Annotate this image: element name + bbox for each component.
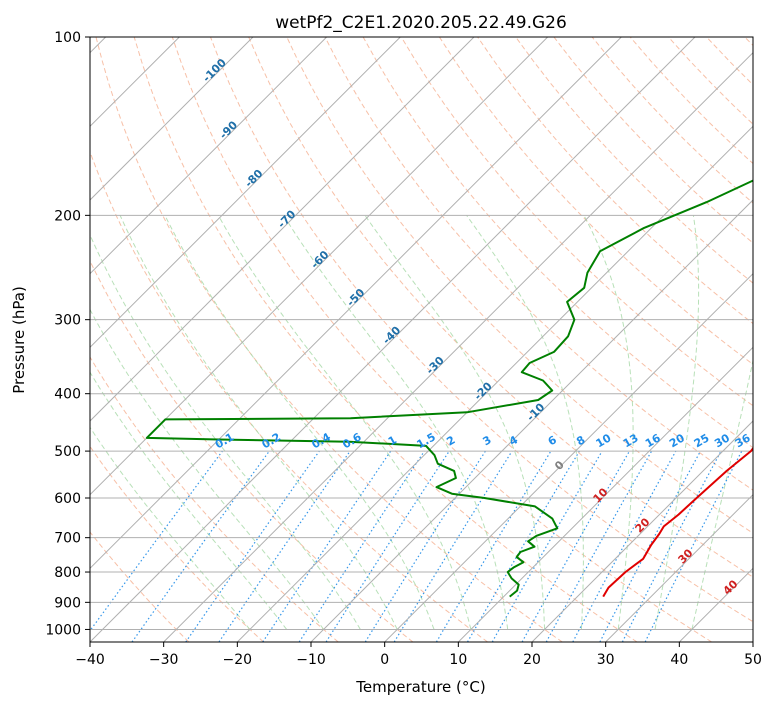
moist-adiabat [90,308,324,630]
isotherm-line [236,125,753,642]
mixing-ratio-line [521,450,631,642]
isotherm-line [90,37,696,642]
mixing-ratio-line [185,450,320,642]
dry-adiabat [90,531,190,642]
x-tick-label: 20 [523,652,541,668]
dry-adiabat [324,37,753,491]
x-tick-label: −10 [296,652,326,668]
mixing-ratio-line [325,450,450,642]
isotherm-line [90,37,622,570]
y-tick-label: 600 [54,491,81,507]
dry-adiabat [438,37,753,366]
y-tick-label: 500 [54,444,81,460]
x-tick-label: 50 [744,652,762,668]
dewpoint-trace [145,179,753,598]
dry-adiabat [133,37,638,642]
y-tick-label: 700 [54,531,81,547]
isotherm-line [457,346,753,642]
moist-adiabat [119,215,398,630]
y-tick-label: 300 [54,313,81,329]
dry-adiabat [248,37,753,578]
plot-background [90,37,753,642]
mixing-ratio-line [90,450,223,632]
dry-adiabat [210,37,753,623]
mixing-ratio-line [131,450,270,642]
mixing-ratio-line [644,450,743,642]
dry-adiabat [90,150,488,642]
isotherm-line [90,37,475,422]
mixing-ratio-line [262,450,392,642]
y-tick-label: 900 [54,595,81,611]
dry-adiabat [400,37,753,407]
mixing-ratio-line [298,450,425,642]
isotherm-line [310,199,753,642]
y-axis-title: Pressure (hPa) [10,286,28,394]
y-tick-label: 1000 [45,622,81,638]
x-tick-label: −30 [149,652,179,668]
mixing-ratio-line [218,450,351,642]
moist-adiabat [217,215,472,630]
dry-adiabat [90,445,264,642]
isotherm-line [90,37,328,275]
isotherm-line [531,420,753,642]
x-tick-label: 40 [670,652,688,668]
dry-adiabat [90,356,339,642]
dry-adiabat [515,37,753,284]
isotherm-line [90,37,254,201]
plot-frame [89,36,754,643]
y-tick-label: 200 [54,208,81,224]
x-tick-label: −40 [75,652,105,668]
y-tick-label: 800 [54,565,81,581]
x-tick-label: 30 [597,652,615,668]
y-tick-label: 400 [54,387,81,403]
isotherm-line [90,37,401,349]
x-tick-label: −20 [223,652,253,668]
x-axis-title: Temperature (°C) [355,678,485,696]
mixing-ratio-line [545,450,653,642]
isotherm-line [163,51,753,642]
mixing-ratio-line [393,450,513,642]
y-tick-label: 100 [54,30,81,46]
temperature-trace [602,446,753,598]
x-tick-label: 0 [380,652,389,668]
isotherm-line [605,493,753,642]
isotherm-line [384,272,753,642]
dry-adiabat [95,37,563,642]
isotherm-line [90,37,549,496]
x-tick-label: 10 [449,652,467,668]
dry-adiabat [171,37,712,642]
isotherm-line [752,641,753,642]
chart-title: wetPf2_C2E1.2020.205.22.49.G26 [275,13,567,33]
mixing-ratio-line [572,450,677,642]
